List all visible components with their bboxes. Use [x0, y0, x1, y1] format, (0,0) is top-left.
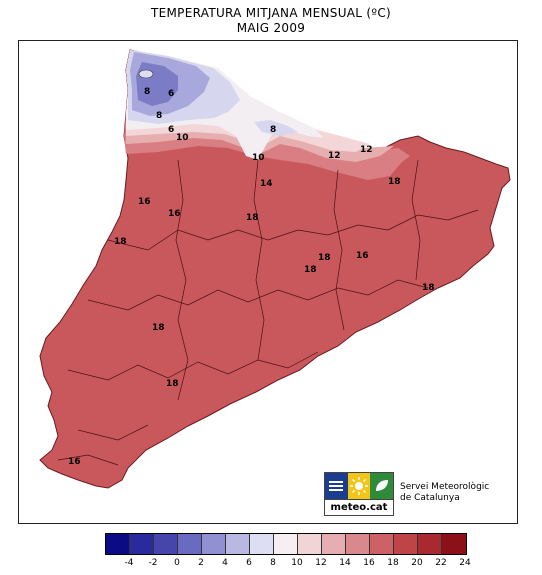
- legend-label: 10: [291, 558, 303, 568]
- contour-label: 6: [168, 89, 174, 99]
- legend-label: 18: [387, 558, 399, 568]
- contour-label: 8: [156, 111, 162, 121]
- contour-label: 18: [152, 323, 165, 333]
- legend-swatch: [226, 534, 250, 554]
- legend-label: 8: [270, 558, 276, 568]
- contour-label: 18: [304, 265, 317, 275]
- contour-label: 18: [114, 237, 127, 247]
- legend-swatch: [106, 534, 130, 554]
- legend-label: -2: [148, 558, 158, 568]
- legend-swatch: [274, 534, 298, 554]
- contour-label: 16: [138, 197, 151, 207]
- legend-label: 20: [411, 558, 423, 568]
- map-title: TEMPERATURA MITJANA MENSUAL (ºC): [151, 6, 391, 20]
- legend-swatch: [346, 534, 370, 554]
- logo-org-line1: Servei Meteorològic: [400, 482, 490, 492]
- legend-label: 14: [339, 558, 351, 568]
- contour-label: 8: [144, 87, 150, 97]
- legend-label: 12: [315, 558, 327, 568]
- contour-label: 18: [388, 177, 401, 187]
- contour-label: 10: [252, 153, 265, 163]
- contour-label: 10: [176, 133, 189, 143]
- legend-swatch: [130, 534, 154, 554]
- legend-swatch: [442, 534, 466, 554]
- legend-swatch: [250, 534, 274, 554]
- contour-label: 12: [360, 145, 373, 155]
- logo-name: meteo.cat: [324, 500, 394, 516]
- legend-swatch: [322, 534, 346, 554]
- legend-label: 2: [198, 558, 204, 568]
- contour-label: 16: [68, 457, 81, 467]
- contour-label: 6: [168, 125, 174, 135]
- logo-organization: Servei Meteorològic de Catalunya: [400, 482, 489, 504]
- contour-label: 8: [270, 125, 276, 135]
- logo-org-line2: de Catalunya: [400, 493, 460, 503]
- contour-label: 18: [318, 253, 331, 263]
- contour-label: 12: [328, 151, 341, 161]
- map-region-8b: [254, 120, 298, 136]
- legend-swatch: [418, 534, 442, 554]
- legend-swatch: [202, 534, 226, 554]
- map-region-peak: [138, 69, 154, 79]
- legend-swatch: [178, 534, 202, 554]
- catalonia-temperature-map: 8 6 8 6 10 8 10 12 12 14 16 16 18 18 16 …: [39, 49, 511, 489]
- contour-label: 14: [260, 179, 273, 189]
- legend-label: 0: [174, 558, 180, 568]
- legend-swatch: [298, 534, 322, 554]
- logo-sun-icon: [347, 473, 371, 499]
- meteocat-logo: meteo.cat Servei Meteorològic de Catalun…: [322, 472, 506, 516]
- comarca-boundaries: [57, 159, 479, 466]
- map-subtitle: MAIG 2009: [236, 21, 306, 35]
- contour-label: 16: [356, 251, 369, 261]
- color-legend: [105, 533, 467, 555]
- contour-label: 18: [166, 379, 179, 389]
- legend-swatch: [394, 534, 418, 554]
- legend-swatch: [370, 534, 394, 554]
- contour-label: 18: [422, 283, 435, 293]
- legend-swatch: [154, 534, 178, 554]
- contour-label: 18: [246, 213, 259, 223]
- logo-icons: [324, 472, 394, 500]
- contour-label: 16: [168, 209, 181, 219]
- legend-label: 22: [435, 558, 447, 568]
- logo-leaf-icon: [370, 473, 394, 499]
- legend-label: 16: [363, 558, 375, 568]
- legend-label: -4: [124, 558, 134, 568]
- contour-labels: 8 6 8 6 10 8 10 12 12 14 16 16 18 18 16 …: [68, 87, 435, 467]
- legend-label: 4: [222, 558, 228, 568]
- legend-label: 24: [459, 558, 471, 568]
- legend-label: 6: [246, 558, 252, 568]
- logo-wave-icon: [325, 473, 348, 499]
